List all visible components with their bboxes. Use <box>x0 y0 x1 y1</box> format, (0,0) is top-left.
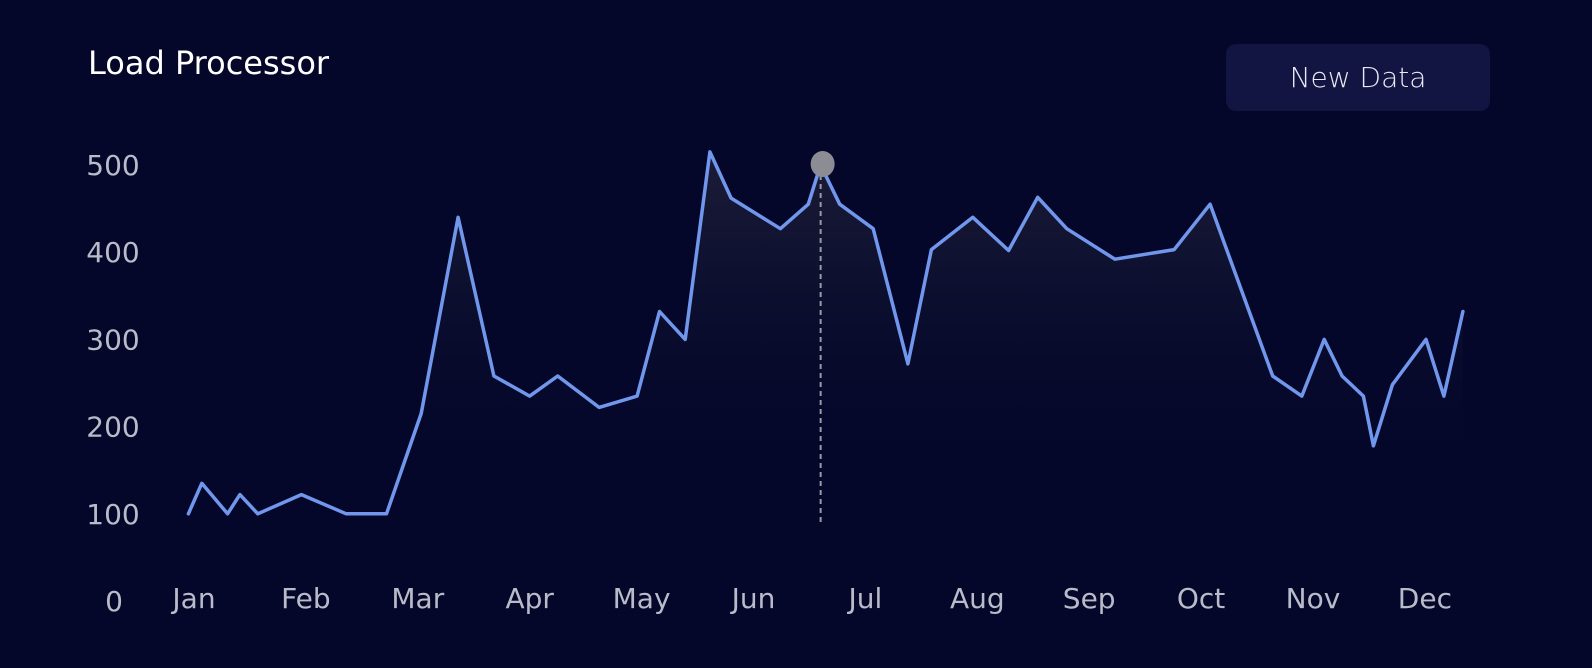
y-tick-label: 500 <box>86 149 139 182</box>
x-tick-label: Jan <box>170 582 215 615</box>
x-tick-label: Feb <box>281 582 331 615</box>
y-tick-label: 100 <box>86 498 139 531</box>
x-tick-label: Nov <box>1286 582 1341 615</box>
new-data-button[interactable]: New Data <box>1226 44 1490 111</box>
x-tick-label: Aug <box>950 582 1005 615</box>
y-tick-label: 300 <box>86 323 139 356</box>
x-tick-label: Jun <box>730 582 776 615</box>
x-axis: Jan Feb Mar Apr May Jun Jul Aug Sep Oct Nov Dec <box>170 582 1452 615</box>
chart-title: Load Processor <box>88 44 330 82</box>
y-tick-label: 400 <box>86 236 139 269</box>
plot-area <box>186 150 1465 525</box>
x-tick-label: Oct <box>1177 582 1225 615</box>
x-tick-label: Sep <box>1063 582 1116 615</box>
x-tick-label: Dec <box>1398 582 1452 615</box>
y-tick-label: 200 <box>86 411 139 444</box>
series-area <box>188 151 1463 523</box>
x-tick-label: May <box>613 582 671 615</box>
x-tick-label: Mar <box>391 582 444 615</box>
highlight-point-marker[interactable] <box>810 151 835 177</box>
y-axis: 0 100 200 300 400 500 <box>86 149 139 618</box>
x-tick-label: Apr <box>505 582 554 615</box>
x-tick-label: Jul <box>847 582 883 615</box>
y-tick-label: 0 <box>105 585 123 618</box>
